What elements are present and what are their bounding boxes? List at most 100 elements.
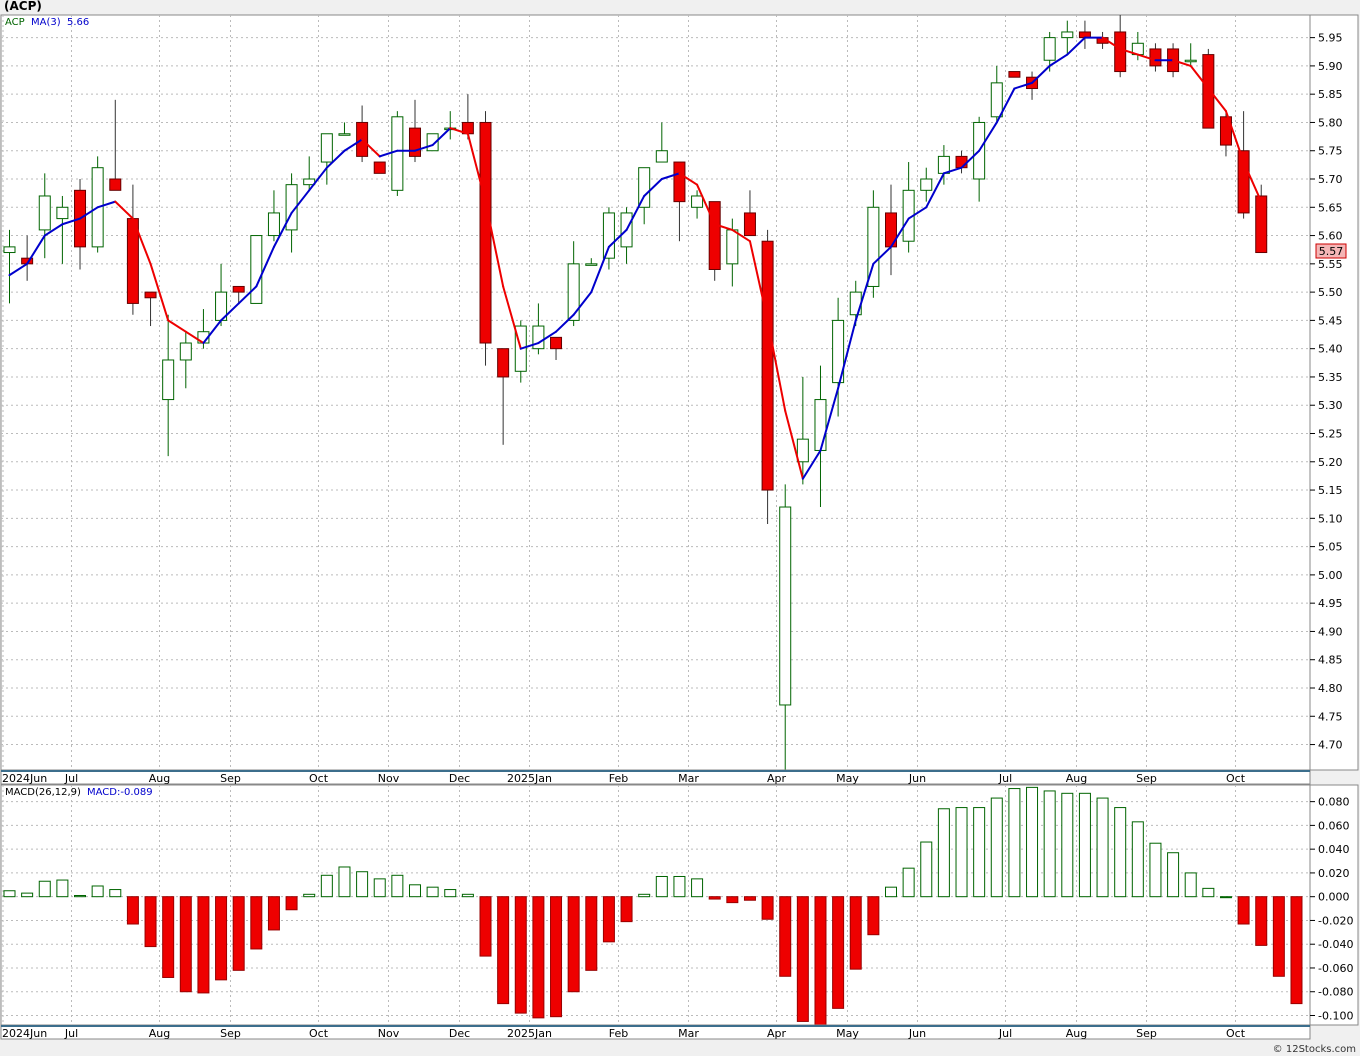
candle-body	[1061, 31, 1074, 39]
price-grid	[1, 15, 1310, 770]
macd-bar	[1167, 852, 1180, 898]
macd-pane	[0, 784, 1311, 1026]
macd-bar	[620, 896, 633, 923]
ma3-segment	[819, 387, 840, 452]
ma3-segment	[907, 206, 928, 220]
ma3-segment	[1136, 53, 1157, 62]
price-x-tick-label: Mar	[678, 772, 699, 785]
ma3-segment	[696, 183, 716, 226]
macd-x-tick-label: Aug	[1066, 1027, 1087, 1040]
candle-body	[1202, 54, 1215, 129]
macd-bar	[567, 896, 580, 993]
macd-bar	[74, 894, 87, 898]
price-x-tick-label: Aug	[1066, 772, 1087, 785]
ma3-segment	[26, 234, 46, 265]
candle-body	[373, 161, 386, 174]
ma3-segment	[995, 87, 1016, 124]
ma3-segment	[1048, 53, 1069, 67]
price-y-tick-label: 4.70	[1318, 739, 1343, 752]
price-x-tick-label: Apr	[767, 772, 787, 785]
price-y-tick-label: 5.65	[1318, 201, 1343, 214]
candle-body	[796, 438, 809, 463]
candle-body	[779, 506, 792, 706]
ma3-segment	[801, 449, 822, 480]
macd-x-ticks: 2024Jun Jul Aug Sep Oct Nov Dec 2025Jan Feb Mar Ap…	[2, 1027, 1246, 1040]
candle	[391, 111, 404, 196]
macd-bar	[779, 896, 792, 977]
candle-body	[179, 342, 192, 361]
candle	[109, 99, 122, 191]
last-price-value: 5.57	[1319, 245, 1344, 258]
candle-body	[673, 161, 686, 203]
ma3-segment	[978, 121, 998, 152]
price-y-tick-label: 4.90	[1318, 625, 1343, 638]
macd-bar	[461, 893, 474, 898]
ma3-segment	[625, 194, 646, 231]
candle-body	[126, 218, 139, 304]
macd-y-tick-label: 0.060	[1318, 819, 1350, 832]
candle-body	[391, 116, 404, 191]
macd-x-tick-label: Jul	[998, 1027, 1012, 1040]
price-y-tick-label: 5.60	[1318, 230, 1343, 243]
candle	[567, 241, 580, 327]
price-y-tick-label: 5.55	[1318, 258, 1343, 271]
ma3-segment	[131, 217, 152, 265]
candle	[497, 348, 510, 445]
candle	[691, 190, 704, 219]
ma3-segment	[766, 319, 787, 412]
candle-body	[320, 133, 333, 163]
macd-bar	[1290, 896, 1303, 1005]
ma3-segment	[872, 245, 892, 265]
candle-body	[1149, 48, 1162, 67]
macd-bar	[1061, 792, 1074, 898]
ma3-segment	[343, 138, 364, 152]
ma3-segment	[1031, 64, 1051, 84]
candle-body	[567, 263, 580, 321]
macd-bar	[250, 896, 263, 950]
macd-bar	[937, 808, 950, 898]
ma3-segment	[555, 313, 575, 333]
candle-body	[162, 359, 175, 401]
price-y-tick-label: 5.35	[1318, 371, 1343, 384]
candle	[250, 235, 263, 304]
candle	[91, 156, 104, 253]
macd-y-tick-label: -0.060	[1318, 962, 1353, 975]
candle-body	[955, 155, 968, 169]
macd-bar	[320, 874, 333, 898]
macd-x-tick-label: Jun	[908, 1027, 926, 1040]
candle	[796, 376, 809, 485]
candle	[3, 229, 16, 304]
candle	[479, 111, 492, 366]
macd-x-tick-label: Oct	[309, 1027, 329, 1040]
candle-body	[338, 133, 351, 136]
price-y-tick-label: 5.30	[1318, 399, 1343, 412]
candle	[655, 122, 668, 163]
ma3-segment	[748, 240, 769, 322]
price-y-tick-label: 5.80	[1318, 116, 1343, 129]
macd-bar	[1008, 788, 1021, 898]
candle	[832, 297, 845, 417]
macd-bar	[109, 889, 122, 898]
price-x-axis	[0, 769, 1311, 785]
macd-bar	[1078, 792, 1091, 898]
macd-bar	[638, 893, 651, 898]
macd-x-tick-label: Aug	[149, 1027, 170, 1040]
macd-y-tick-label: 0.020	[1318, 867, 1350, 880]
candle	[708, 201, 721, 281]
macd-bar	[373, 878, 386, 898]
candle-body	[638, 167, 651, 208]
price-x-tick-label: Jul	[64, 772, 78, 785]
macd-bar	[673, 875, 686, 898]
ma3-segment	[484, 200, 505, 288]
candle	[1008, 71, 1021, 78]
price-y-tick-label: 5.10	[1318, 512, 1343, 525]
candle-body	[602, 212, 615, 259]
macd-bar	[391, 874, 404, 898]
macd-bar	[1272, 896, 1285, 977]
ma3-segment	[837, 319, 857, 390]
ma3-segment	[431, 127, 452, 147]
candle	[1219, 111, 1232, 157]
price-x-tick-label: May	[836, 772, 859, 785]
ma3-segment	[784, 409, 804, 480]
